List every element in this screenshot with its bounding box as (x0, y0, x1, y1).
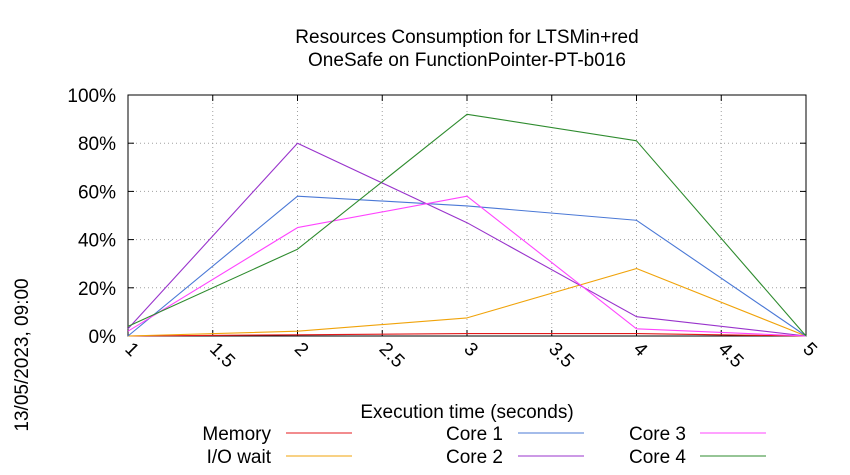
y-tick-label-0: 0% (89, 327, 117, 348)
y-tick-label-1: 20% (78, 279, 116, 300)
series-line-i-o-wait (127, 267, 807, 337)
chart-title-line-2: OneSafe on FunctionPointer-PT-b016 (308, 50, 626, 71)
plot-area: 0% 20% 40% 60% 80% 100% 1 1.5 2 2.5 3 3.5 4 4.5 5 (67, 86, 820, 372)
y-tick-label-3: 60% (78, 182, 116, 203)
legend-label-core-3: Core 3 (629, 424, 686, 445)
series-line-core-2 (127, 142, 807, 337)
y-tick-label-5: 100% (67, 86, 116, 107)
series-line-memory (127, 333, 807, 337)
x-tick-label-0: 1 (120, 339, 142, 361)
series-line-core-1 (127, 195, 807, 337)
x-tick-label-7: 4.5 (714, 339, 748, 373)
legend-label-core-4: Core 4 (629, 447, 686, 468)
x-tick-label-8: 5 (798, 339, 820, 361)
x-axis-label: Execution time (seconds) (360, 402, 573, 423)
y-tick-label-4: 80% (78, 134, 116, 155)
legend-label-core-1: Core 1 (446, 424, 503, 445)
series-line-core-3 (127, 195, 807, 337)
x-tick-label-3: 2.5 (375, 339, 409, 373)
x-tick-label-1: 1.5 (205, 339, 239, 373)
legend-label-core-2: Core 2 (446, 447, 503, 468)
chart-title-line-1: Resources Consumption for LTSMin+red (295, 27, 638, 48)
x-tick-label-6: 4 (629, 339, 652, 362)
legend-label-i-o-wait: I/O wait (207, 447, 272, 468)
x-tick-label-5: 3.5 (544, 339, 578, 373)
series-line-core-4 (127, 113, 807, 337)
legend-label-memory: Memory (202, 424, 271, 445)
x-tick-label-4: 3 (459, 339, 481, 361)
x-tick-label-2: 2 (290, 339, 312, 361)
side-timestamp-label: 13/05/2023, 09:00 (12, 278, 33, 431)
y-tick-label-2: 40% (78, 231, 116, 252)
